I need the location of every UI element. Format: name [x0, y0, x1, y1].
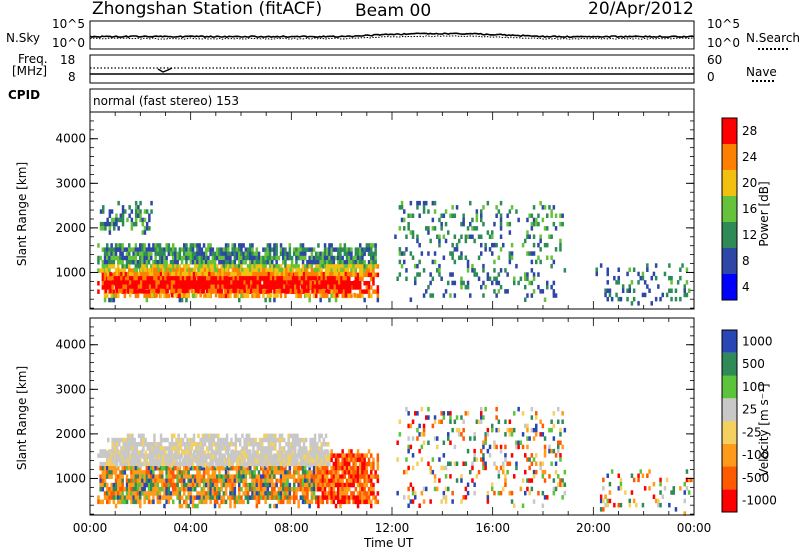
power-ytick-label-1: 2000 — [55, 221, 86, 235]
velocity-panel — [89, 317, 695, 516]
nsky-tick-top: 10^5 — [52, 17, 85, 31]
velocity-colorbar-tick-6: -500 — [742, 471, 769, 485]
velocity-colorbar-tick-1: 500 — [742, 357, 765, 371]
nave-legend-line — [752, 80, 774, 82]
cpid-panel-frame — [89, 88, 695, 113]
velocity-colorbar-swatch-3 — [722, 421, 737, 444]
nsearch-tick-top: 10^5 — [707, 17, 740, 31]
nsearch-label: N.Search — [746, 31, 800, 45]
power-colorbar-tick-5: 8 — [742, 254, 750, 268]
station-title: Zhongshan Station (fitACF) — [92, 0, 323, 19]
power-echo-region-4 — [595, 263, 691, 306]
velocity-ytick-label-2: 3000 — [55, 382, 86, 396]
velocity-colorbar-tick-3: 25 — [742, 403, 757, 417]
cpid-text: normal (fast stereo) 153 — [93, 94, 240, 108]
nsearch-series — [90, 35, 695, 40]
velocity-colorbar-swatch-2 — [722, 443, 737, 467]
date-label: 20/Apr/2012 — [588, 0, 694, 19]
velocity-echo-region-2 — [396, 406, 567, 508]
velocity-colorbar-frame — [721, 329, 738, 513]
velocity-colorbar-tick-4: -25 — [742, 425, 762, 439]
freq-panel-frame — [89, 54, 695, 84]
freq-tick-top: 18 — [60, 53, 76, 67]
velocity-colorbar-swatch-4 — [722, 398, 737, 422]
velocity-colorbar-swatch-1 — [722, 466, 737, 490]
velocity-echo-region-1 — [104, 433, 330, 468]
velocity-ytick-label-0: 1000 — [55, 472, 86, 486]
power-colorbar-tick-4: 12 — [742, 228, 757, 242]
power-ytick-label-0: 1000 — [55, 266, 86, 280]
nave-tick-top: 60 — [707, 53, 723, 67]
power-colorbar-swatch-0 — [722, 274, 737, 300]
velocity-colorbar-swatch-5 — [722, 375, 737, 399]
power-colorbar-swatch-1 — [722, 248, 737, 274]
velocity-colorbar: 1000 500 100 25 -25 -100 -500 -1000 — [721, 329, 777, 513]
nsearch-legend-line — [758, 48, 788, 50]
velocity-colorbar-tick-5: -100 — [742, 448, 769, 462]
axes: 1000 2000 3000 4000 1000 2000 3000 4000 00:00 04:… — [55, 112, 711, 535]
time-axis-label: Time UT — [364, 536, 414, 550]
velocity-ytick-label-3: 4000 — [55, 338, 86, 352]
power-colorbar-swatch-3 — [722, 196, 737, 222]
velocity-colorbar-tick-2: 100 — [742, 380, 765, 394]
velocity-colorbar-tick-0: 1000 — [742, 334, 773, 348]
nave-dip — [157, 67, 173, 73]
velocity-ytick-label-1: 2000 — [55, 427, 86, 441]
power-colorbar: 28 24 20 16 12 8 4 — [721, 117, 757, 301]
power-colorbar-tick-2: 20 — [742, 176, 757, 190]
time-tick-label-3: 12:00 — [375, 521, 410, 535]
time-tick-label-4: 16:00 — [475, 521, 510, 535]
power-panel — [89, 111, 695, 310]
power-ytick-label-2: 3000 — [55, 176, 86, 190]
cpid-label: CPID — [8, 88, 41, 102]
power-colorbar-swatch-4 — [722, 170, 737, 196]
time-tick-label-1: 04:00 — [173, 521, 208, 535]
velocity-background — [90, 318, 694, 515]
velocity-colorbar-tick-7: -1000 — [742, 494, 777, 508]
power-colorbar-tick-1: 24 — [742, 150, 757, 164]
nsearch-tick-bottom: 10^0 — [707, 36, 740, 50]
time-tick-label-5: 20:00 — [576, 521, 611, 535]
velocity-colorbar-swatch-0 — [722, 489, 737, 513]
power-colorbar-tick-6: 4 — [742, 280, 750, 294]
nave-tick-bottom: 0 — [707, 70, 715, 84]
nsky-tick-bottom: 10^0 — [52, 36, 85, 50]
nsky-label: N.Sky — [6, 31, 41, 45]
freq-tick-bottom: 8 — [68, 70, 76, 84]
nsky-panel-frame — [89, 20, 695, 50]
power-colorbar-tick-0: 28 — [742, 124, 757, 138]
power-colorbar-tick-3: 16 — [742, 202, 757, 216]
nsky-series — [89, 32, 695, 39]
freq-label: Freq. — [18, 52, 48, 66]
power-colorbar-swatch-6 — [722, 118, 737, 144]
summary-panels — [89, 20, 695, 113]
velocity-colorbar-swatch-6 — [722, 352, 737, 376]
time-tick-label-6: 00:00 — [677, 521, 712, 535]
time-tick-label-0: 00:00 — [73, 521, 108, 535]
power-echo-region-3 — [394, 200, 567, 302]
power-echo-region-2 — [99, 200, 153, 235]
velocity-colorbar-swatch-7 — [722, 330, 737, 353]
nave-label: Nave — [746, 65, 777, 79]
beam-label: Beam 00 — [355, 1, 432, 21]
power-colorbar-swatch-5 — [722, 144, 737, 170]
freq-unit: [MHz] — [12, 64, 48, 78]
time-tick-label-2: 08:00 — [274, 521, 309, 535]
power-ytick-label-3: 4000 — [55, 132, 86, 146]
velocity-echo-region-3 — [599, 469, 693, 516]
power-colorbar-swatch-2 — [722, 222, 737, 248]
power-echo-region-1 — [104, 267, 356, 298]
power-colorbar-frame — [721, 117, 738, 301]
